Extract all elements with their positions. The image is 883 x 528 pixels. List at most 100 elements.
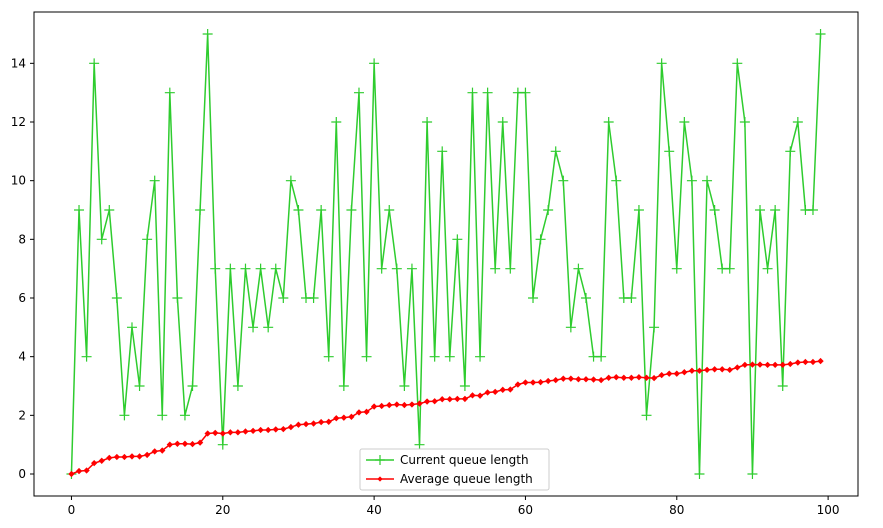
data-point xyxy=(68,470,75,478)
data-point xyxy=(429,351,440,362)
data-point xyxy=(302,420,310,428)
data-point xyxy=(363,408,370,415)
data-point xyxy=(325,418,332,425)
data-point xyxy=(641,410,652,421)
data-point xyxy=(552,376,559,384)
data-point xyxy=(257,426,264,434)
data-point xyxy=(423,398,431,405)
data-point xyxy=(580,293,591,303)
data-point xyxy=(724,263,735,274)
data-point xyxy=(711,366,718,373)
x-tick-label: 80 xyxy=(669,503,684,517)
data-point xyxy=(484,389,491,396)
data-point xyxy=(792,117,803,127)
data-point xyxy=(83,467,90,474)
data-point xyxy=(475,351,486,362)
data-point xyxy=(189,440,196,448)
data-point xyxy=(703,366,711,374)
data-point xyxy=(355,409,363,416)
data-point xyxy=(386,401,393,409)
data-point xyxy=(664,146,675,157)
data-point xyxy=(741,361,749,369)
data-point xyxy=(202,29,213,39)
data-point xyxy=(802,358,809,366)
data-point xyxy=(378,402,385,410)
data-point xyxy=(399,381,410,391)
data-point xyxy=(596,351,607,362)
data-point xyxy=(331,117,342,127)
data-point xyxy=(635,374,643,381)
data-point xyxy=(452,234,463,245)
data-point xyxy=(143,451,151,459)
data-point xyxy=(278,293,289,303)
data-point xyxy=(361,351,372,362)
data-point xyxy=(505,263,516,274)
data-point xyxy=(499,386,506,393)
data-point xyxy=(537,379,544,386)
data-point xyxy=(181,440,189,447)
data-point xyxy=(605,374,612,381)
data-point xyxy=(649,322,660,333)
data-point xyxy=(157,410,168,421)
series-0 xyxy=(66,29,826,479)
data-point xyxy=(75,467,83,475)
data-point xyxy=(98,457,105,464)
data-point xyxy=(422,117,433,127)
data-point xyxy=(558,175,569,186)
data-point xyxy=(815,29,826,39)
data-point xyxy=(227,429,234,436)
data-point xyxy=(702,175,713,186)
data-point xyxy=(164,87,175,98)
y-tick-label: 8 xyxy=(18,232,26,246)
data-point xyxy=(293,205,304,215)
data-point xyxy=(467,87,478,98)
data-point xyxy=(179,410,190,421)
data-point xyxy=(96,234,107,245)
data-point xyxy=(679,117,690,127)
data-point xyxy=(242,428,249,435)
data-point xyxy=(650,374,658,382)
data-point xyxy=(643,374,650,381)
data-point xyxy=(565,322,576,333)
data-point xyxy=(497,117,508,127)
data-point xyxy=(134,381,145,391)
x-axis-ticks: 0 20 40 60 80 100 xyxy=(68,496,840,517)
data-point xyxy=(263,322,274,333)
data-point xyxy=(353,87,364,98)
data-point xyxy=(681,369,688,376)
data-point xyxy=(739,117,750,127)
data-point xyxy=(136,453,143,460)
x-tick-label: 100 xyxy=(817,503,840,517)
data-point xyxy=(384,205,395,215)
data-point xyxy=(756,361,764,368)
data-point xyxy=(779,361,786,369)
data-point xyxy=(628,374,635,381)
data-point xyxy=(785,146,796,157)
legend-box xyxy=(359,448,550,491)
data-point xyxy=(210,263,221,274)
data-point xyxy=(272,426,279,433)
data-point xyxy=(204,430,211,437)
data-point xyxy=(333,415,340,422)
data-point xyxy=(308,293,319,303)
data-point xyxy=(270,263,281,274)
series-line xyxy=(70,33,822,475)
data-point xyxy=(560,375,567,382)
data-point xyxy=(459,381,470,391)
data-point xyxy=(469,392,476,399)
x-tick-label: 20 xyxy=(215,503,230,517)
data-point xyxy=(196,439,204,446)
legend-marker xyxy=(375,455,385,465)
data-point xyxy=(149,175,160,186)
data-point xyxy=(248,322,259,333)
data-point xyxy=(369,58,380,69)
data-point xyxy=(195,205,206,215)
data-point xyxy=(393,401,400,408)
data-point xyxy=(535,234,546,245)
data-point xyxy=(187,381,198,391)
data-point xyxy=(151,448,158,455)
y-tick-label: 2 xyxy=(18,408,26,422)
data-point xyxy=(520,87,531,98)
x-tick-label: 60 xyxy=(518,503,533,517)
data-point xyxy=(582,376,590,383)
